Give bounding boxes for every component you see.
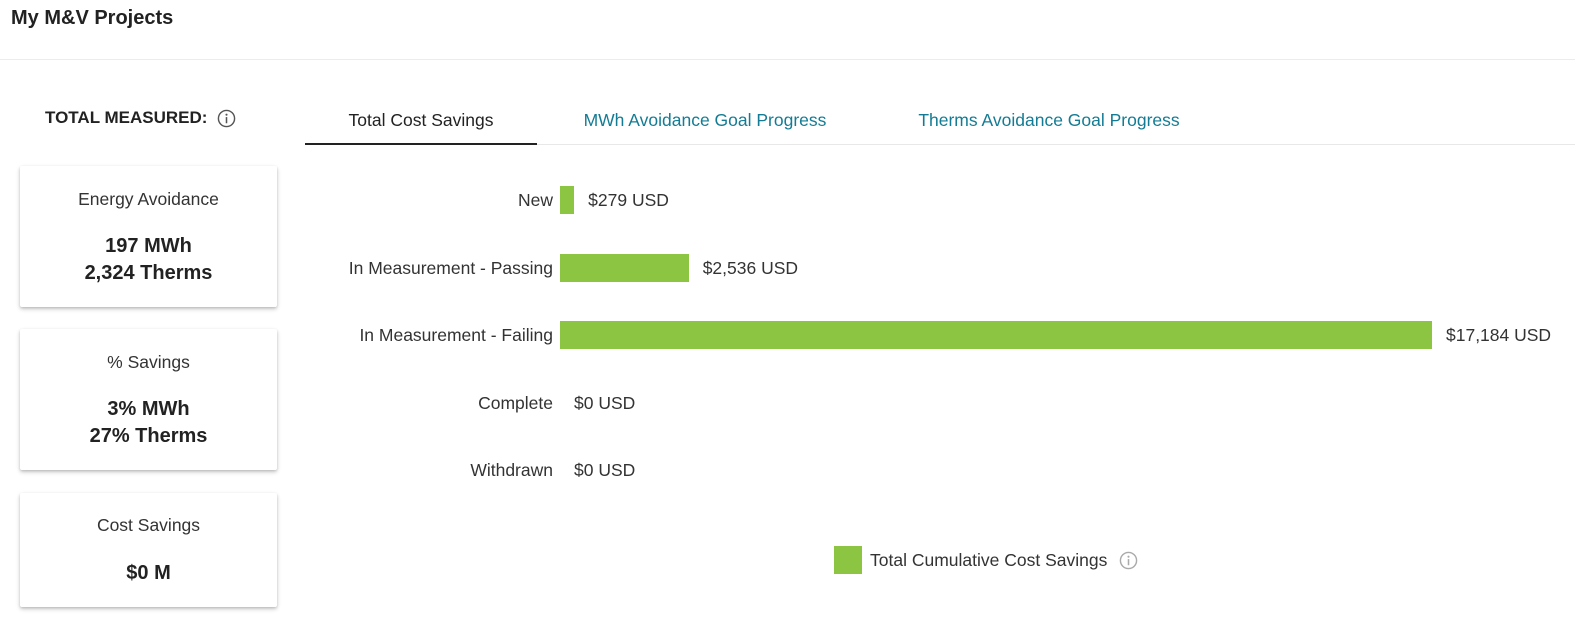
bar[interactable] <box>560 321 1432 349</box>
total-measured-text: TOTAL MEASURED: <box>45 108 208 127</box>
card-value: 3% MWh <box>107 398 190 420</box>
card-title: % Savings <box>107 352 190 372</box>
cost-savings-card: Cost Savings $0 M <box>20 493 277 607</box>
header: My M&V Projects <box>0 0 1575 60</box>
legend-swatch <box>834 546 862 574</box>
energy-avoidance-card: Energy Avoidance 197 MWh 2,324 Therms <box>20 166 277 307</box>
chart-tabs: Total Cost Savings MWh Avoidance Goal Pr… <box>305 98 1575 145</box>
category-label: In Measurement - Failing <box>359 325 553 345</box>
category-label: In Measurement - Passing <box>348 258 553 278</box>
legend-label: Total Cumulative Cost Savings <box>870 549 1108 570</box>
tab-mwh-avoidance-goal-progress[interactable]: MWh Avoidance Goal Progress <box>583 110 827 130</box>
card-value: $0 M <box>126 562 171 584</box>
total-measured-label: TOTAL MEASURED: <box>45 108 236 128</box>
chart-row: Complete $0 USD <box>305 389 1575 417</box>
value-label: $2,536 USD <box>702 258 799 278</box>
chart-legend: Total Cumulative Cost Savings <box>834 546 1138 574</box>
bar[interactable] <box>560 186 575 214</box>
cost-savings-bar-chart: New $279 USD In Measurement - Passing $2,53… <box>305 170 1575 510</box>
chart-row: In Measurement - Failing $17,184 USD <box>305 321 1575 349</box>
page-title: My M&V Projects <box>11 7 174 29</box>
chart-row: New $279 USD <box>305 186 1575 214</box>
value-label: $0 USD <box>574 460 636 480</box>
card-value: 27% Therms <box>89 425 208 447</box>
chart-row: Withdrawn $0 USD <box>305 456 1575 484</box>
percent-savings-card: % Savings 3% MWh 27% Therms <box>20 329 277 470</box>
bar[interactable] <box>560 254 689 282</box>
info-icon[interactable] <box>1119 551 1138 570</box>
card-value: 197 MWh <box>105 235 192 257</box>
value-label: $279 USD <box>588 190 669 210</box>
category-label: New <box>517 190 553 210</box>
card-title: Cost Savings <box>96 515 201 535</box>
info-icon[interactable] <box>217 109 236 128</box>
tab-therms-avoidance-goal-progress[interactable]: Therms Avoidance Goal Progress <box>918 110 1180 130</box>
category-label: Withdrawn <box>470 460 553 480</box>
value-label: $17,184 USD <box>1446 325 1552 345</box>
value-label: $0 USD <box>574 393 636 413</box>
card-title: Energy Avoidance <box>78 189 219 209</box>
tab-total-cost-savings[interactable]: Total Cost Savings <box>305 98 537 145</box>
chart-row: In Measurement - Passing $2,536 USD <box>305 254 1575 282</box>
card-value: 2,324 Therms <box>84 262 213 284</box>
category-label: Complete <box>478 393 553 413</box>
